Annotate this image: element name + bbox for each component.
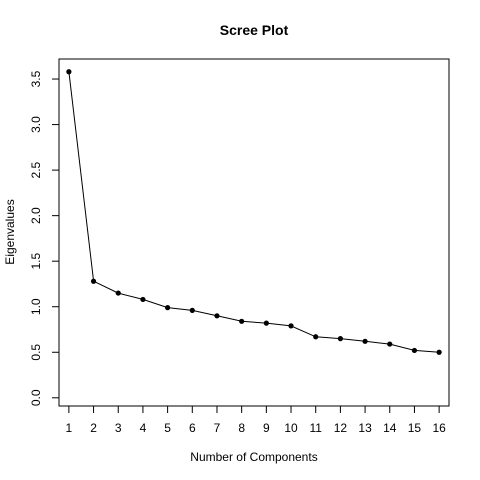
- data-point: [214, 313, 220, 319]
- data-point: [337, 336, 343, 342]
- y-tick-label: 3.0: [29, 116, 43, 133]
- data-point: [387, 341, 393, 347]
- data-point: [288, 323, 294, 329]
- x-tick-label: 2: [90, 421, 97, 435]
- y-tick-label: 2.5: [29, 161, 43, 178]
- y-tick-label: 1.5: [29, 253, 43, 270]
- y-axis: 0.0 0.5 1.0 1.5 2.0 2.5 3.0 3.5: [29, 70, 60, 406]
- x-tick-label: 8: [238, 421, 245, 435]
- x-tick-label: 3: [115, 421, 122, 435]
- data-point: [362, 338, 368, 344]
- x-tick-label: 12: [334, 421, 348, 435]
- x-tick-label: 16: [432, 421, 446, 435]
- x-axis-label: Number of Components: [190, 450, 317, 464]
- x-tick-label: 14: [383, 421, 397, 435]
- x-tick-label: 15: [408, 421, 422, 435]
- y-tick-label: 3.5: [29, 70, 43, 87]
- x-tick-label: 10: [284, 421, 298, 435]
- data-point: [436, 349, 442, 355]
- x-tick-label: 6: [189, 421, 196, 435]
- data-point: [66, 69, 72, 75]
- x-tick-label: 9: [263, 421, 270, 435]
- chart-title: Scree Plot: [220, 22, 289, 38]
- y-axis-label: Eigenvalues: [3, 199, 17, 264]
- y-tick-label: 0.0: [29, 389, 43, 406]
- data-point: [239, 318, 245, 324]
- x-tick-label: 11: [309, 421, 322, 435]
- data-point: [165, 305, 171, 311]
- data-point: [90, 278, 97, 284]
- data-point: [189, 307, 195, 313]
- series-line: [68, 71, 440, 353]
- data-point: [313, 334, 319, 340]
- data-point: [115, 290, 121, 296]
- series-group: [66, 69, 442, 355]
- x-tick-label: 13: [358, 421, 372, 435]
- y-tick-label: 2.0: [29, 207, 43, 224]
- x-axis: 1 2 3 4 5 6 7 8 9 10 11 12 13 14 15 16: [66, 405, 446, 435]
- x-tick-label: 5: [164, 421, 171, 435]
- y-tick-label: 1.0: [29, 298, 43, 315]
- y-tick-label: 0.5: [29, 344, 43, 361]
- data-point: [140, 296, 146, 303]
- x-tick-label: 7: [214, 421, 221, 435]
- data-point: [263, 320, 269, 326]
- x-tick-label: 1: [66, 421, 73, 435]
- data-point: [411, 347, 418, 354]
- plot-frame: [58, 58, 450, 407]
- x-tick-label: 4: [140, 421, 147, 435]
